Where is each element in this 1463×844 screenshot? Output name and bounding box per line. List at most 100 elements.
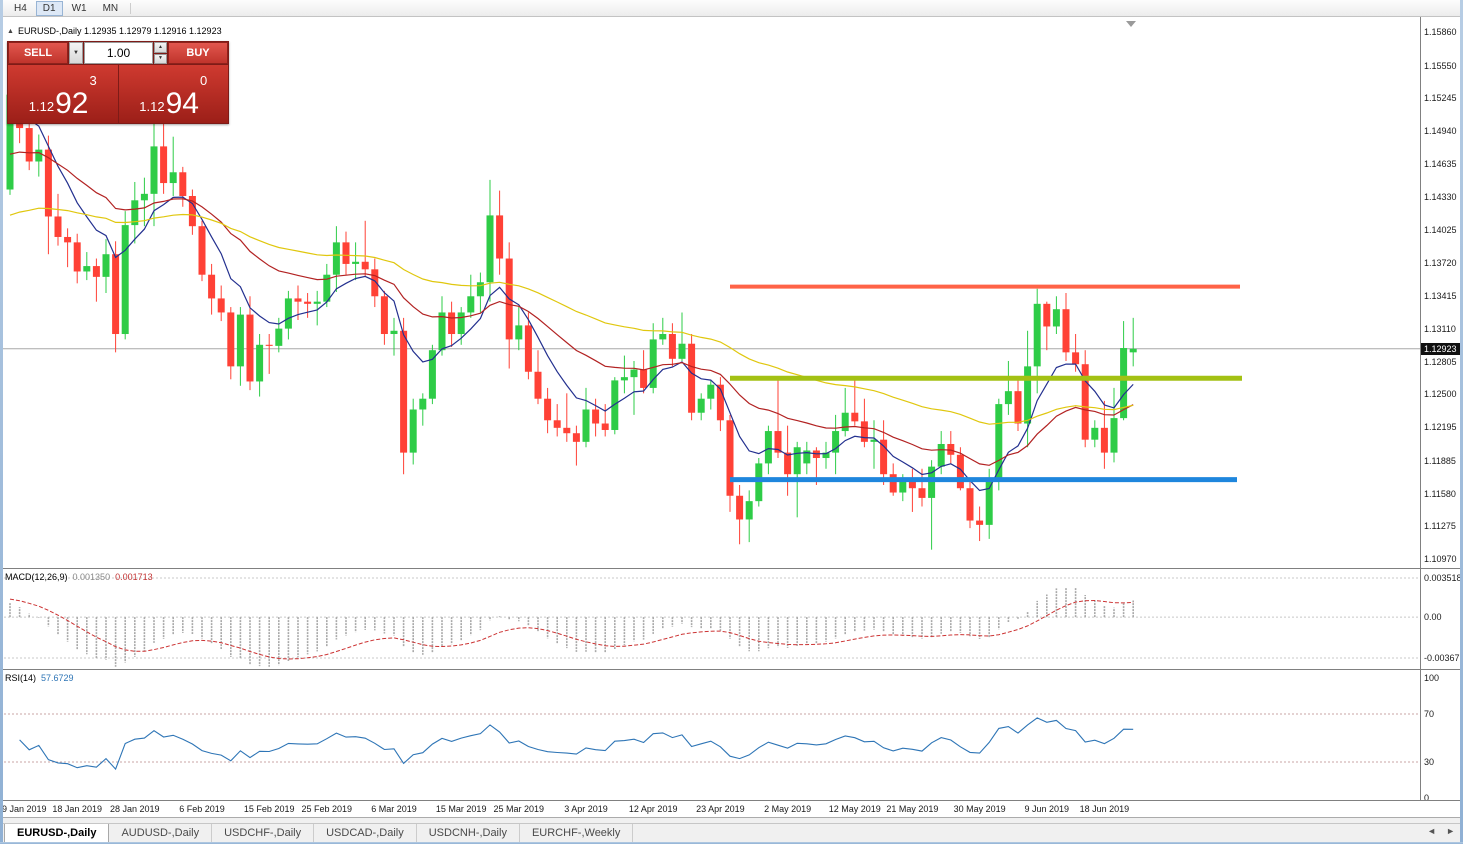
rsi-value: 57.6729 [41,673,74,683]
chart-area[interactable]: ▲ EURUSD-,Daily 1.12935 1.12979 1.12916 … [0,17,1463,568]
window-border [0,842,1463,844]
price-axis[interactable]: 1.12923 1.15860 1.15550 1.15245 1.14940 1.14… [1420,17,1463,803]
volume-decrease-button[interactable]: ▼ [154,53,167,64]
buy-price-tile[interactable]: 1.12 94 0 [118,65,228,123]
chart-tab-eurchf-weekly[interactable]: EURCHF-,Weekly [520,824,634,844]
macd-tick: -0.00367 [1424,652,1460,663]
sell-price-tile[interactable]: 1.12 92 3 [8,65,118,123]
chart-tab-usdcad-daily[interactable]: USDCAD-,Daily [314,824,417,844]
macd-indicator-panel[interactable] [0,569,1421,669]
macd-histogram [9,587,1134,667]
date-tick: 2 May 2019 [764,804,812,814]
price-tick: 1.13415 [1424,290,1457,301]
date-tick: 21 May 2019 [886,804,939,814]
price-tick: 1.14940 [1424,126,1457,137]
date-tick: 25 Feb 2019 [301,804,353,814]
buy-button[interactable]: BUY [168,42,228,64]
date-tick: 9 Jan 2019 [2,804,47,814]
volume-increase-button[interactable]: ▲ [154,42,167,53]
macd-tick: 0.00 [1424,612,1442,623]
date-tick: 18 Jan 2019 [52,804,102,814]
price-tick: 1.15245 [1424,93,1457,104]
toolbar-divider [130,2,132,14]
timeframe-button-mn[interactable]: MN [96,1,126,16]
rsi-name: RSI(14) [5,673,37,683]
symbol-ohlc-text: EURUSD-,Daily 1.12935 1.12979 1.12916 1.… [17,26,222,36]
trade-panel-controls: SELL ▼ ▲ ▼ BUY [8,42,228,64]
rsi-tick: 0 [1424,793,1430,803]
macd-tick: 0.003518 [1424,573,1462,584]
volume-stepper: ▲ ▼ [154,42,167,64]
price-tick: 1.11275 [1424,521,1456,532]
sell-price-prefix: 1.12 [28,99,55,114]
date-tick: 12 May 2019 [828,804,881,814]
date-tick: 30 May 2019 [953,804,1006,814]
ma-fast-line [9,100,1134,492]
date-tick: 6 Feb 2019 [179,804,225,814]
volume-input[interactable] [84,42,153,64]
chart-tab-audusd-daily[interactable]: AUDUSD-,Daily [109,824,213,844]
date-tick: 9 Jun 2019 [1024,804,1070,814]
sell-price-pipette: 3 [89,73,97,88]
rsi-tick: 70 [1424,709,1435,719]
price-tick: 1.15860 [1424,27,1457,38]
window-border [1460,0,1463,844]
price-tick: 1.12195 [1424,422,1457,433]
price-tick: 1.11580 [1424,488,1456,499]
collapse-trade-panel-icon[interactable]: ▲ [7,27,14,35]
rsi-tick: 100 [1424,673,1440,683]
date-tick: 6 Mar 2019 [371,804,417,814]
date-tick: 28 Jan 2019 [110,804,160,814]
panel-separator [0,800,1463,801]
price-tick: 1.14330 [1424,192,1457,203]
macd-name: MACD(12,26,9) [5,572,68,582]
date-tick: 15 Mar 2019 [435,804,487,814]
panel-separator[interactable] [0,568,1463,569]
tab-scroll-right-button[interactable]: ► [1446,826,1455,836]
rsi-indicator-panel[interactable] [0,670,1421,800]
volume-dropdown-button[interactable]: ▼ [69,42,83,64]
macd-label: MACD(12,26,9) 0.001350 0.001713 [5,572,153,582]
chart-tab-usdchf-daily[interactable]: USDCHF-,Daily [212,824,315,844]
price-tick: 1.10970 [1424,554,1457,565]
macd-signal-value: 0.001713 [115,572,153,582]
buy-price-prefix: 1.12 [139,99,165,114]
window-border [0,0,3,844]
price-tick: 1.13110 [1424,323,1456,334]
current-price-tag: 1.12923 [1421,342,1463,355]
date-tick: 25 Mar 2019 [493,804,545,814]
sell-button[interactable]: SELL [8,42,68,64]
timeframe-button-h4[interactable]: H4 [7,1,34,16]
price-chart[interactable] [0,17,1421,568]
macd-main-value: 0.001350 [72,572,111,582]
buy-price-big: 94 [165,87,199,120]
chart-tab-bar: EURUSD-,Daily AUDUSD-,Daily USDCHF-,Daily U… [0,823,1463,844]
bottom-strip [0,817,1463,823]
price-tick: 1.12500 [1424,389,1457,400]
chart-tab-eurusd-daily[interactable]: EURUSD-,Daily [4,824,110,844]
macd-signal-line [9,598,1134,660]
panel-separator[interactable] [0,669,1463,670]
candles-layer [6,81,1137,550]
timeframe-button-w1[interactable]: W1 [65,1,94,16]
tab-scroll-left-button[interactable]: ◄ [1427,826,1437,836]
date-axis[interactable]: 9 Jan 2019 18 Jan 2019 28 Jan 2019 6 Feb 20… [0,801,1420,817]
symbol-ohlc-label: ▲ EURUSD-,Daily 1.12935 1.12979 1.12916 … [7,26,222,36]
date-tick: 3 Apr 2019 [564,804,608,814]
rsi-label: RSI(14) 57.6729 [5,673,74,683]
timeframe-button-d1[interactable]: D1 [35,0,63,16]
price-tick: 1.13720 [1424,257,1457,268]
date-tick: 12 Apr 2019 [628,804,678,814]
tab-scroll-controls: ◄ ► [1425,826,1457,836]
chevron-down-icon: ▼ [73,50,79,56]
price-tick: 1.11885 [1424,455,1456,466]
rsi-line [19,717,1134,771]
chart-tab-usdcnh-daily[interactable]: USDCNH-,Daily [417,824,520,844]
trade-panel-prices: 1.12 92 3 1.12 94 0 [8,65,228,123]
sell-price-big: 92 [55,87,89,120]
chart-shift-marker-icon[interactable] [1126,21,1136,27]
buy-price-pipette: 0 [199,73,208,88]
ma-slow-line [9,207,1134,425]
